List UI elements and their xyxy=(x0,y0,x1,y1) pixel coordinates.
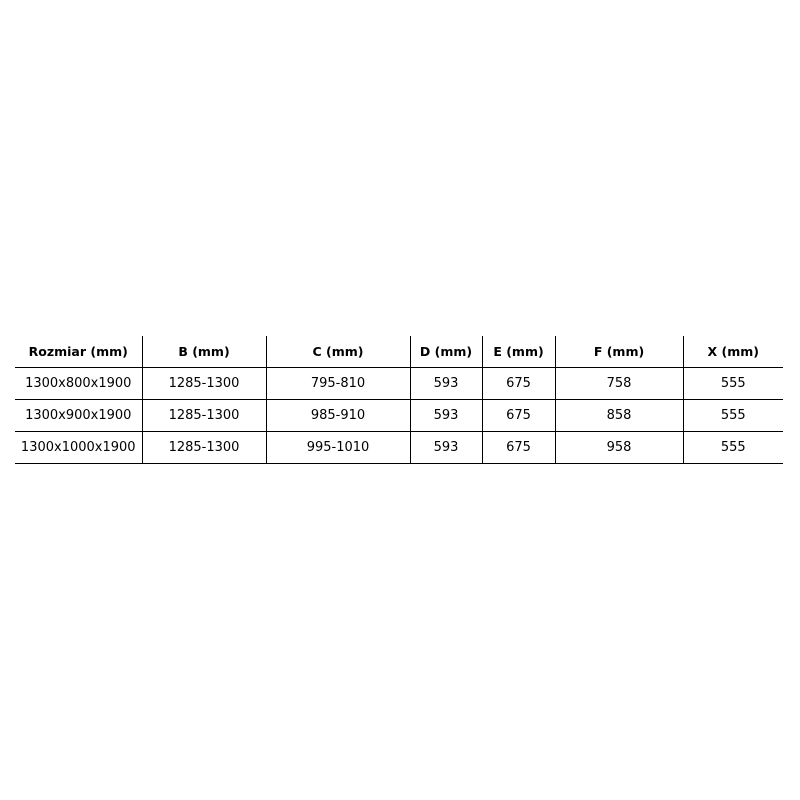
cell-rozmiar: 1300x800x1900 xyxy=(15,367,142,400)
cell-e: 675 xyxy=(481,431,555,464)
cell-b: 1285-1300 xyxy=(141,367,266,400)
cell-d: 593 xyxy=(409,399,482,432)
cell-rozmiar: 1300x1000x1900 xyxy=(15,431,142,464)
cell-b: 1285-1300 xyxy=(141,431,266,464)
header-rozmiar: Rozmiar (mm) xyxy=(15,336,142,368)
cell-f: 858 xyxy=(554,399,683,432)
cell-x: 555 xyxy=(682,399,783,432)
cell-rozmiar: 1300x900x1900 xyxy=(15,399,142,432)
cell-c: 995-1010 xyxy=(265,431,410,464)
cell-x: 555 xyxy=(682,431,783,464)
cell-f: 758 xyxy=(554,367,683,400)
cell-e: 675 xyxy=(481,399,555,432)
cell-d: 593 xyxy=(409,431,482,464)
cell-c: 795-810 xyxy=(265,367,410,400)
cell-b: 1285-1300 xyxy=(141,399,266,432)
cell-d: 593 xyxy=(409,367,482,400)
header-d: D (mm) xyxy=(409,336,482,368)
header-b: B (mm) xyxy=(141,336,266,368)
dimensions-table: Rozmiar (mm) B (mm) C (mm) D (mm) E (mm)… xyxy=(15,336,783,464)
table-row: 1300x800x1900 1285-1300 795-810 593 675 … xyxy=(15,367,783,400)
cell-f: 958 xyxy=(554,431,683,464)
cell-e: 675 xyxy=(481,367,555,400)
table-row: 1300x1000x1900 1285-1300 995-1010 593 67… xyxy=(15,431,783,464)
header-e: E (mm) xyxy=(481,336,555,368)
cell-c: 985-910 xyxy=(265,399,410,432)
header-x: X (mm) xyxy=(682,336,783,368)
header-c: C (mm) xyxy=(265,336,410,368)
cell-x: 555 xyxy=(682,367,783,400)
table-row: 1300x900x1900 1285-1300 985-910 593 675 … xyxy=(15,399,783,432)
header-row: Rozmiar (mm) B (mm) C (mm) D (mm) E (mm)… xyxy=(15,336,783,368)
header-f: F (mm) xyxy=(554,336,683,368)
